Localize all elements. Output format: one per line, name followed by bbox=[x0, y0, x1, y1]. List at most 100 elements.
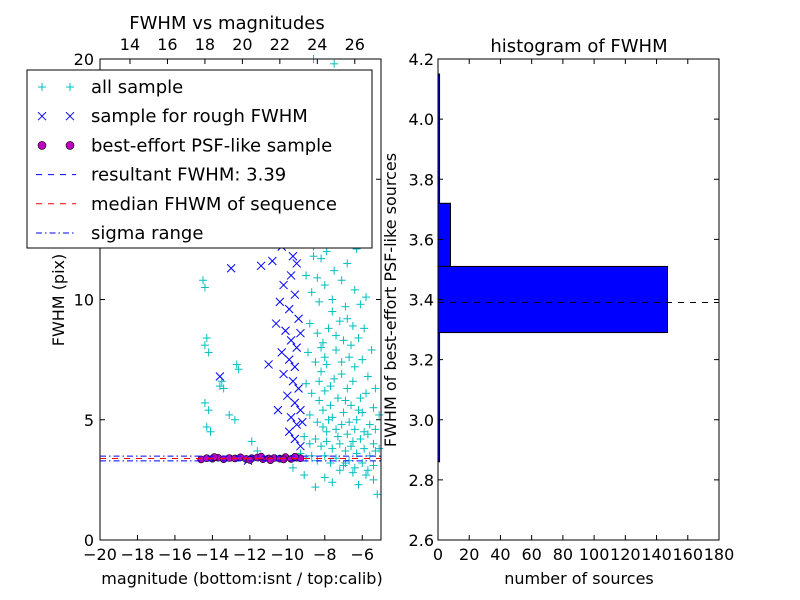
scatter-point bbox=[296, 328, 305, 338]
scatter-point bbox=[326, 382, 335, 391]
scatter-point bbox=[296, 441, 305, 451]
legend-label: resultant FWHM: 3.39 bbox=[91, 165, 286, 186]
scatter-point bbox=[292, 420, 302, 429]
scatter-title: FWHM vs magnitudes bbox=[129, 13, 324, 34]
legend-marker bbox=[65, 141, 75, 150]
histogram-bar bbox=[437, 265, 668, 334]
x-tick-label: 140 bbox=[641, 545, 672, 564]
scatter-point bbox=[328, 444, 337, 453]
scatter-point bbox=[360, 444, 369, 453]
scatter-point bbox=[339, 461, 348, 470]
legend-marker bbox=[37, 111, 47, 121]
scatter-point bbox=[292, 259, 302, 268]
histogram-title: histogram of FWHM bbox=[490, 36, 667, 57]
histogram-bar bbox=[437, 202, 451, 267]
top-x-tick-label: 24 bbox=[307, 35, 327, 54]
scatter-point bbox=[350, 285, 359, 294]
scatter-point bbox=[267, 256, 277, 266]
scatter-point bbox=[354, 406, 363, 415]
scatter-point bbox=[225, 410, 234, 419]
scatter-point bbox=[375, 410, 384, 419]
scatter-reference-lines bbox=[100, 455, 381, 462]
scatter-point bbox=[302, 271, 311, 280]
x-tick-label: 40 bbox=[490, 545, 510, 564]
scatter-panel: FWHM vs magnitudes −20 −18 −16 −14 −12 −10 −8−… bbox=[26, 13, 384, 588]
scatter-point bbox=[337, 420, 346, 429]
top-x-tick-label: 14 bbox=[120, 35, 140, 54]
scatter-point bbox=[343, 430, 352, 439]
top-x-tick-label: 22 bbox=[270, 35, 290, 54]
scatter-point bbox=[277, 348, 287, 357]
scatter-point bbox=[200, 341, 209, 350]
y-tick-label: 4.0 bbox=[409, 110, 434, 129]
scatter-point bbox=[279, 369, 288, 379]
scatter-point bbox=[294, 314, 303, 324]
scatter-point bbox=[273, 405, 283, 415]
x-tick-label: −14 bbox=[196, 545, 230, 564]
legend-label: sample for rough FWHM bbox=[91, 106, 308, 127]
scatter-point bbox=[204, 406, 213, 415]
scatter-point bbox=[333, 394, 342, 403]
scatter-point bbox=[290, 434, 300, 444]
scatter-point bbox=[279, 280, 288, 290]
scatter-point bbox=[204, 348, 213, 357]
y-tick-label: 3.0 bbox=[409, 411, 434, 430]
scatter-point bbox=[326, 401, 335, 410]
y-tick-label: 2.6 bbox=[409, 531, 434, 550]
scatter-point bbox=[288, 376, 298, 386]
scatter-point bbox=[328, 413, 337, 422]
scatter-point bbox=[324, 324, 333, 333]
legend-label: all sample bbox=[91, 77, 183, 98]
scatter-point bbox=[348, 377, 357, 386]
histogram-y-label: FWHM of best-effort PSF-like sources bbox=[381, 153, 400, 447]
scatter-point bbox=[362, 471, 371, 480]
y-tick-label: 0 bbox=[84, 531, 94, 550]
scatter-point bbox=[311, 358, 320, 367]
x-tick-label: −6 bbox=[350, 545, 374, 564]
scatter-point bbox=[219, 384, 228, 393]
scatter-point bbox=[333, 432, 342, 441]
y-tick-label: 10 bbox=[74, 291, 94, 310]
scatter-point bbox=[234, 365, 243, 374]
scatter-point bbox=[206, 427, 215, 436]
scatter-point bbox=[286, 271, 296, 280]
legend-marker bbox=[65, 111, 75, 121]
scatter-point bbox=[320, 281, 329, 290]
scatter-point bbox=[352, 415, 361, 424]
scatter-point bbox=[320, 386, 329, 395]
scatter-point bbox=[330, 266, 339, 275]
y-tick-label: 3.2 bbox=[409, 351, 434, 370]
histogram-panel: histogram of FWHM 0 20 40 60 80 100 120 140 160 1… bbox=[381, 36, 734, 588]
scatter-point bbox=[317, 442, 326, 451]
scatter-point bbox=[226, 263, 236, 273]
scatter-point bbox=[332, 425, 341, 434]
scatter-point bbox=[328, 295, 337, 304]
top-x-tick-label: 16 bbox=[157, 35, 177, 54]
scatter-point bbox=[345, 353, 354, 362]
scatter-point bbox=[350, 425, 359, 434]
scatter-point bbox=[356, 300, 365, 309]
scatter-point bbox=[341, 396, 350, 405]
scatter-point bbox=[335, 317, 344, 326]
top-x-tick-label: 18 bbox=[195, 35, 215, 54]
scatter-point bbox=[284, 355, 294, 364]
scatter-point bbox=[348, 437, 357, 446]
scatter-point bbox=[315, 377, 324, 386]
legend-marker bbox=[38, 83, 46, 91]
scatter-point bbox=[311, 434, 320, 443]
scatter-point bbox=[356, 394, 365, 403]
scatter-point bbox=[302, 379, 311, 388]
scatter-point bbox=[284, 304, 294, 314]
y-tick-label: 4.2 bbox=[409, 50, 434, 69]
top-x-tick-label: 26 bbox=[345, 35, 365, 54]
scatter-point bbox=[317, 343, 326, 352]
scatter-marks bbox=[197, 55, 384, 499]
scatter-point bbox=[345, 418, 354, 427]
scatter-point bbox=[320, 473, 329, 482]
scatter-point bbox=[200, 398, 209, 407]
top-x-tick-label: 20 bbox=[232, 35, 252, 54]
scatter-point bbox=[309, 252, 318, 261]
scatter-point bbox=[247, 437, 256, 446]
x-tick-label: −8 bbox=[313, 545, 337, 564]
